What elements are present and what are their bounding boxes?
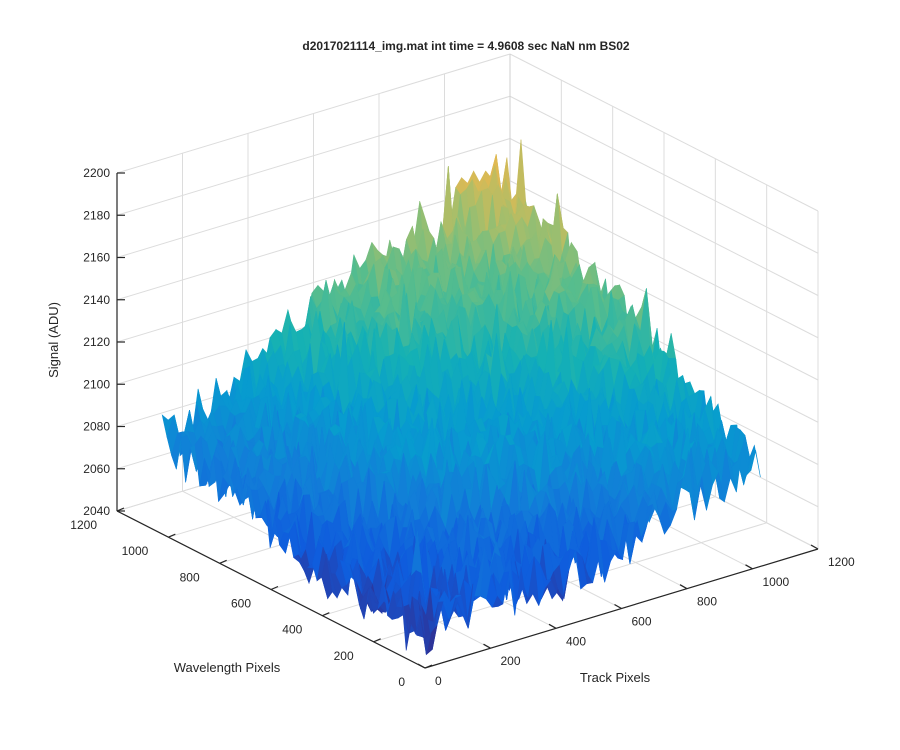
x-tick-label: 800: [697, 595, 717, 609]
z-tick-label: 2180: [83, 208, 110, 222]
x-tick: [679, 584, 688, 590]
wall-gridline-z: [509, 95, 819, 254]
x-axis-label: Track Pixels: [580, 670, 651, 685]
z-axis-label: Signal (ADU): [46, 302, 61, 378]
y-tick-label: 600: [231, 597, 251, 611]
wall-gridline-z: [116, 180, 511, 301]
z-tick-label: 2060: [83, 462, 110, 476]
axes: 0 200 400 600 800 1000 1200 0 200 400 600 800 1000 12…: [70, 166, 855, 689]
y-tick: [322, 612, 330, 617]
y-tick: [168, 533, 176, 538]
x-tick: [548, 623, 557, 629]
y-tick-label: 1200: [70, 518, 97, 532]
x-tick-label: 0: [435, 674, 442, 688]
z-tick-label: 2100: [83, 377, 110, 391]
surface-patch: [441, 166, 454, 240]
x-tick: [810, 544, 819, 550]
y-tick-label: 0: [398, 675, 405, 689]
z-tick-label: 2040: [83, 504, 110, 518]
x-tick-label: 200: [501, 654, 521, 668]
z-tick-label: 2080: [83, 420, 110, 434]
y-tick: [219, 559, 227, 564]
x-tick: [614, 603, 622, 610]
wall-gridline-z: [509, 138, 819, 296]
y-tick: [270, 585, 279, 591]
y-tick-label: 200: [334, 649, 354, 663]
y-tick-label: 400: [282, 623, 302, 637]
z-tick-label: 2140: [83, 293, 110, 307]
x-tick: [483, 643, 491, 649]
z-tick-label: 2200: [83, 166, 110, 180]
z-tick-label: 2160: [83, 251, 110, 265]
x-tick-label: 400: [566, 634, 586, 648]
x-tick-label: 1200: [828, 555, 855, 569]
wall-gridline-z: [509, 180, 819, 339]
x-tick: [745, 564, 753, 570]
x-tick: [417, 663, 426, 669]
y-tick: [373, 638, 381, 643]
wall-gridline-z: [116, 138, 511, 258]
x-tick-label: 600: [632, 615, 652, 629]
chart-title: d2017021114_img.mat int time = 4.9608 se…: [302, 39, 630, 53]
wall-gridline-z: [116, 53, 511, 174]
wall-gridline-z: [509, 53, 819, 212]
z-tick-label: 2120: [83, 335, 110, 349]
y-tick-label: 800: [180, 570, 200, 584]
surface-mesh: [161, 139, 761, 656]
floor-gridline-y: [373, 522, 767, 643]
y-axis-label: Wavelength Pixels: [174, 660, 281, 675]
y-tick: [424, 664, 433, 669]
surface-patch: [420, 615, 432, 655]
wall-gridline-z: [116, 95, 511, 216]
x-tick-label: 1000: [763, 575, 790, 589]
y-tick-label: 1000: [122, 544, 149, 558]
